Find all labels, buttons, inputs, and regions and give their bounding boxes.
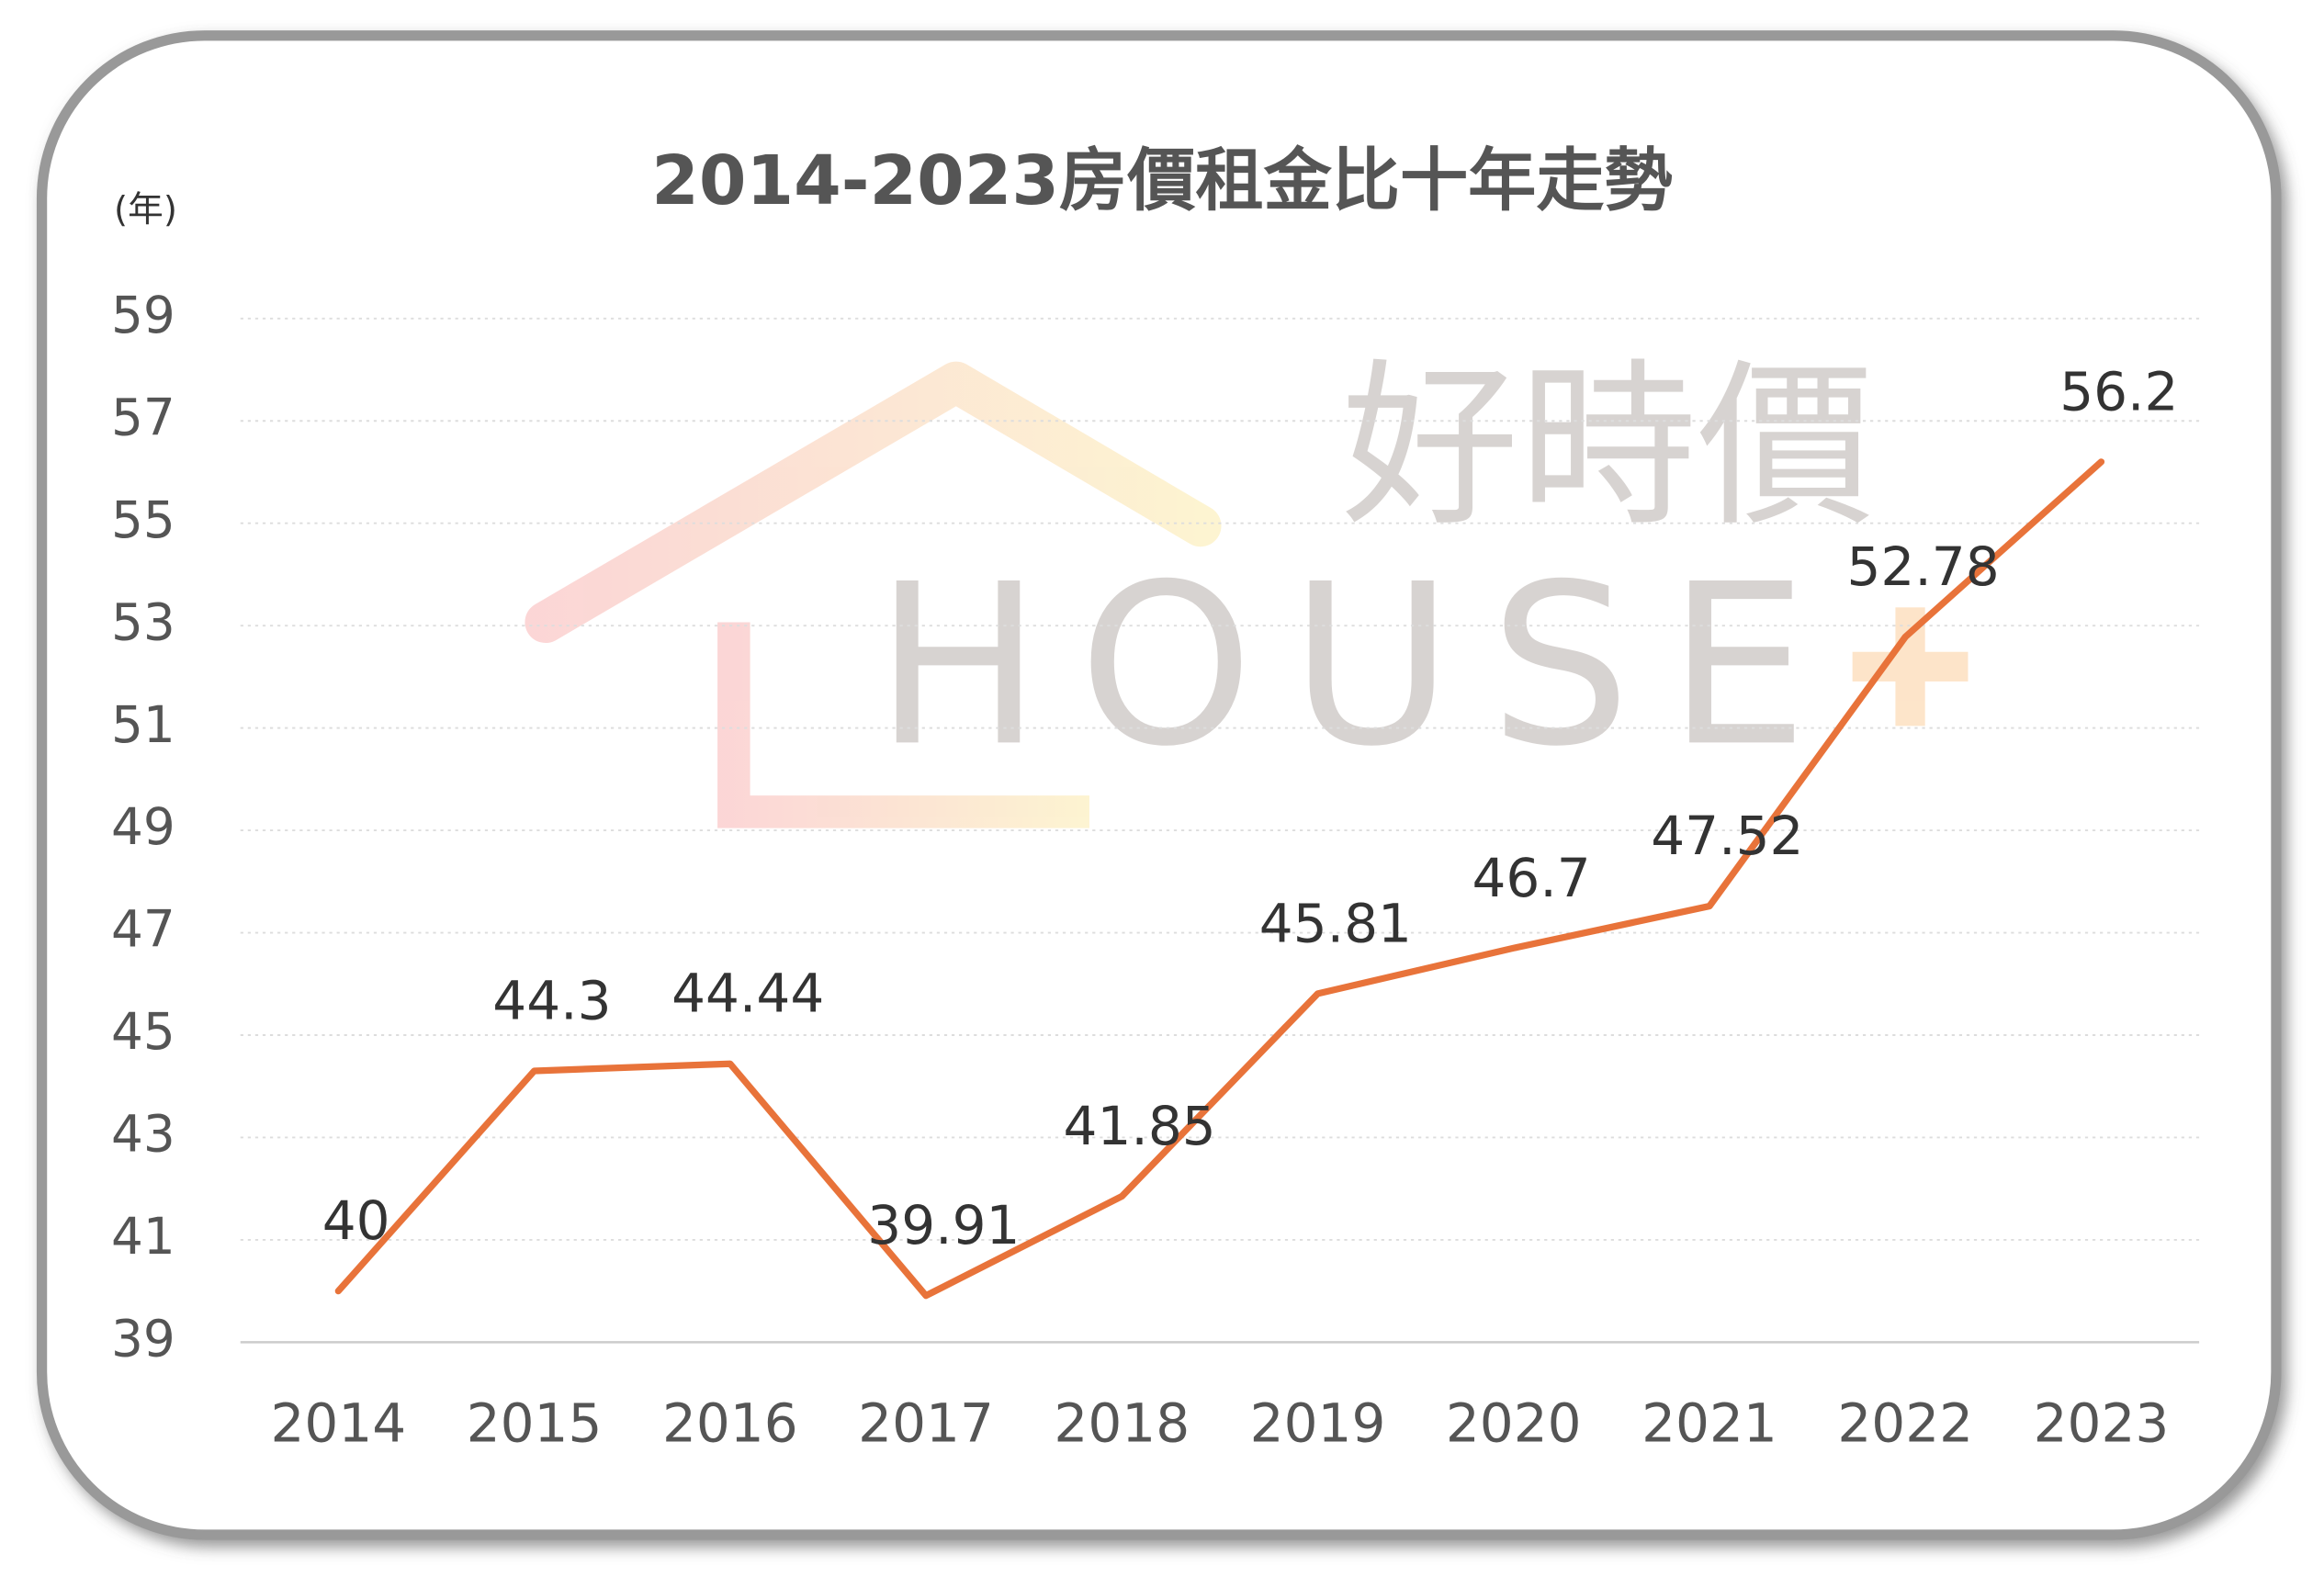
y-tick-label: 55 [111, 490, 175, 549]
logo-wall [717, 622, 1089, 828]
y-tick-label: 53 [111, 592, 175, 651]
x-tick-label: 2022 [1837, 1391, 1973, 1454]
x-tick-label: 2021 [1641, 1391, 1777, 1454]
x-tick-label: 2016 [662, 1391, 798, 1454]
x-tick-label: 2014 [270, 1391, 406, 1454]
data-label: 52.78 [1847, 535, 2000, 598]
data-label: 44.44 [671, 963, 824, 1025]
x-tick-label: 2015 [467, 1391, 603, 1454]
y-tick-label: 43 [111, 1105, 175, 1164]
y-tick-label: 45 [111, 1002, 175, 1061]
data-label: 44.3 [492, 970, 611, 1032]
y-tick-label: 57 [111, 388, 175, 446]
logo-roof [525, 361, 1222, 644]
y-tick-label: 39 [111, 1310, 175, 1369]
y-tick-label: 41 [111, 1207, 175, 1266]
y-tick-label: 47 [111, 900, 175, 959]
line [334, 458, 2105, 1300]
x-tick-label: 2019 [1250, 1391, 1386, 1454]
data-label: 56.2 [2059, 360, 2178, 422]
x-tick-label: 2018 [1054, 1391, 1190, 1454]
y-tick-label: 49 [111, 797, 175, 856]
data-label: 45.81 [1259, 892, 1412, 954]
data-label: 47.52 [1651, 805, 1803, 867]
data-label: 40 [322, 1189, 390, 1252]
y-tick-label: 51 [111, 695, 175, 754]
y-tick-label: 59 [111, 286, 175, 344]
chart-title: 2014-2023房價租金比十年走勢 [651, 141, 1672, 220]
x-tick-label: 2017 [858, 1391, 994, 1454]
watermark-logo: HOUSE [874, 536, 1808, 795]
frame [36, 30, 2282, 1540]
data-label: 46.7 [1472, 847, 1590, 909]
x-tick-label: 2023 [2034, 1391, 2170, 1454]
y-axis-label: (年) [114, 189, 177, 231]
data-label: 41.85 [1064, 1095, 1216, 1157]
watermark-brand: 好時價 [1341, 343, 1875, 550]
x-tick-label: 2020 [1446, 1391, 1582, 1454]
logo-plus [1852, 651, 1969, 681]
data-label: 39.91 [867, 1194, 1020, 1256]
